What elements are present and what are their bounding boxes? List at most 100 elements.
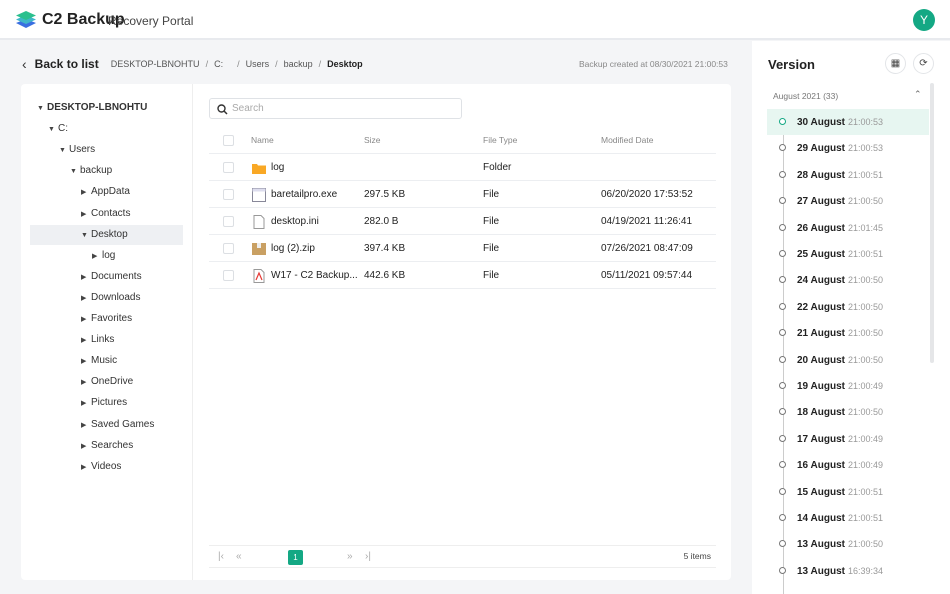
- tree-node[interactable]: ▶ Saved Games: [21, 415, 154, 435]
- version-item[interactable]: 24 August 21:00:50: [767, 267, 929, 293]
- first-page-icon[interactable]: |‹: [218, 551, 224, 562]
- version-item[interactable]: 15 August 21:00:51: [767, 479, 929, 505]
- month-group[interactable]: August 2021 (33): [773, 91, 839, 101]
- last-page-icon[interactable]: ›|: [365, 551, 371, 562]
- col-type[interactable]: File Type: [483, 135, 518, 145]
- caret-down-icon[interactable]: ▼: [81, 231, 88, 239]
- caret-down-icon[interactable]: ▼: [37, 105, 44, 112]
- crumb-backup[interactable]: backup: [283, 59, 313, 69]
- tree-node[interactable]: ▶ Contacts: [21, 204, 130, 224]
- table-row[interactable]: log (2).zip 397.4 KB File 07/26/2021 08:47:…: [209, 235, 716, 262]
- caret-right-icon[interactable]: ▶: [81, 358, 87, 366]
- version-item[interactable]: 13 August 21:00:50: [767, 531, 929, 557]
- timeline-dot-icon: [779, 223, 786, 231]
- table-row[interactable]: log Folder: [209, 154, 716, 181]
- row-checkbox[interactable]: [223, 270, 234, 281]
- version-item[interactable]: 25 August 21:00:51: [767, 241, 929, 267]
- version-item[interactable]: 14 August 21:00:51: [767, 505, 929, 531]
- tree-node[interactable]: ▶ Downloads: [21, 288, 140, 308]
- version-item[interactable]: 18 August 21:00:50: [767, 399, 929, 425]
- tree-node[interactable]: ▼ DESKTOP-LBNOHTU: [21, 98, 147, 118]
- tree-node[interactable]: ▶ Music: [21, 351, 117, 371]
- caret-right-icon[interactable]: ▶: [81, 337, 87, 345]
- version-item[interactable]: 29 August 21:00:53: [767, 135, 929, 161]
- version-item[interactable]: 16 August 21:00:49: [767, 452, 929, 478]
- chevron-up-icon[interactable]: ⌃: [914, 89, 922, 99]
- calendar-button[interactable]: ▦: [885, 53, 906, 74]
- tree-node[interactable]: ▶ Searches: [21, 436, 133, 456]
- tree-node[interactable]: ▶ OneDrive: [21, 372, 133, 392]
- caret-down-icon[interactable]: ▼: [59, 147, 66, 155]
- caret-down-icon[interactable]: ▼: [70, 168, 77, 176]
- caret-right-icon[interactable]: ▶: [81, 294, 87, 302]
- search-input[interactable]: Search: [209, 98, 462, 119]
- caret-down-icon[interactable]: ▼: [48, 126, 55, 134]
- caret-right-icon[interactable]: ▶: [81, 273, 87, 281]
- crumb-host[interactable]: DESKTOP-LBNOHTU: [110, 59, 200, 69]
- tree-node[interactable]: ▶ Links: [21, 330, 114, 350]
- file-name[interactable]: log (2).zip: [271, 243, 315, 254]
- caret-right-icon[interactable]: ▶: [81, 442, 87, 450]
- row-checkbox[interactable]: [223, 162, 234, 173]
- row-checkbox[interactable]: [223, 243, 234, 254]
- caret-right-icon[interactable]: ▶: [81, 400, 87, 408]
- back-icon[interactable]: ‹: [22, 56, 27, 72]
- version-item[interactable]: 20 August 21:00:50: [767, 347, 929, 373]
- version-item[interactable]: 21 August 21:00:50: [767, 320, 929, 346]
- scrollbar[interactable]: [930, 83, 934, 363]
- version-item[interactable]: 19 August 21:00:49: [767, 373, 929, 399]
- back-to-list-link[interactable]: Back to list: [34, 57, 99, 71]
- version-item[interactable]: 28 August 21:00:51: [767, 162, 929, 188]
- tree-node[interactable]: ▼ Desktop: [30, 224, 183, 245]
- brand-name: C2 Backup: [42, 11, 125, 28]
- version-item[interactable]: 26 August 21:01:45: [767, 215, 929, 241]
- next-page-icon[interactable]: »: [347, 551, 353, 562]
- caret-right-icon[interactable]: ▶: [81, 421, 87, 429]
- caret-right-icon[interactable]: ▶: [92, 252, 98, 260]
- tree-node[interactable]: ▼ C:: [21, 119, 68, 139]
- file-name[interactable]: baretailpro.exe: [271, 189, 338, 200]
- version-item[interactable]: 17 August 21:00:49: [767, 426, 929, 452]
- crumb-users[interactable]: Users: [245, 59, 270, 69]
- file-name[interactable]: desktop.ini: [271, 216, 319, 227]
- user-avatar[interactable]: Y: [913, 9, 935, 31]
- caret-right-icon[interactable]: ▶: [81, 316, 87, 323]
- select-all-checkbox[interactable]: [223, 135, 234, 146]
- version-item[interactable]: 27 August 21:00:50: [767, 188, 929, 214]
- timeline-dot-icon: [779, 461, 786, 469]
- pagination: |‹ « 1 » ›| 5 items: [209, 545, 716, 568]
- search-icon: [217, 104, 228, 115]
- col-size[interactable]: Size: [364, 135, 381, 145]
- version-date: 29 August: [797, 143, 845, 155]
- tree-node[interactable]: ▶ Videos: [21, 457, 121, 477]
- caret-right-icon[interactable]: ▶: [81, 463, 87, 471]
- col-name[interactable]: Name: [251, 135, 274, 145]
- tree-node[interactable]: ▶ log: [21, 246, 115, 266]
- page-1-button[interactable]: 1: [288, 550, 303, 565]
- caret-right-icon[interactable]: ▶: [81, 379, 87, 387]
- caret-right-icon[interactable]: ▶: [81, 210, 87, 218]
- table-row[interactable]: baretailpro.exe 297.5 KB File 06/20/2020 17…: [209, 181, 716, 208]
- version-item[interactable]: 30 August 21:00:53: [767, 109, 929, 135]
- col-modified[interactable]: Modified Date: [601, 135, 654, 145]
- table-row[interactable]: desktop.ini 282.0 B File 04/19/2021 11:26:4…: [209, 208, 716, 235]
- refresh-button[interactable]: ⟳: [913, 53, 934, 74]
- version-date: 27 August: [797, 196, 845, 208]
- caret-right-icon[interactable]: ▶: [81, 189, 87, 197]
- tree-node[interactable]: ▶ Documents: [21, 267, 142, 287]
- file-name[interactable]: W17 - C2 Backup...: [271, 270, 358, 281]
- file-name[interactable]: log: [271, 162, 285, 173]
- row-checkbox[interactable]: [223, 216, 234, 227]
- tree-node[interactable]: ▼ backup: [21, 161, 112, 181]
- tree-node[interactable]: ▶ Pictures: [21, 393, 127, 413]
- prev-page-icon[interactable]: «: [236, 551, 242, 562]
- version-item[interactable]: 13 August 16:39:34: [767, 558, 929, 584]
- tree-node[interactable]: ▶ AppData: [21, 182, 130, 202]
- version-item[interactable]: 22 August 21:00:50: [767, 294, 929, 320]
- version-time: 21:00:50: [847, 196, 884, 207]
- table-row[interactable]: W17 - C2 Backup... 442.6 KB File 05/11/2021…: [209, 262, 716, 289]
- tree-node[interactable]: ▼ Users: [21, 140, 95, 160]
- tree-node[interactable]: ▶ Favorites: [21, 309, 132, 329]
- crumb-drive[interactable]: C:: [214, 59, 224, 69]
- row-checkbox[interactable]: [223, 189, 234, 200]
